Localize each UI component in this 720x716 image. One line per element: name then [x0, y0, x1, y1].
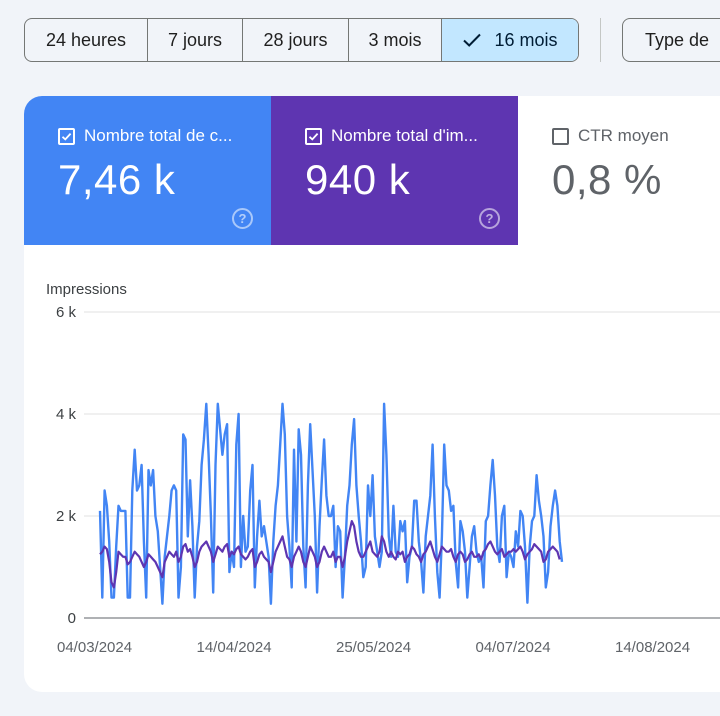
range-24h-button[interactable]: 24 heures	[25, 19, 148, 61]
x-tick-label: 04/07/2024	[476, 639, 551, 656]
checkbox-unchecked-icon[interactable]	[552, 127, 569, 145]
range-16m-button[interactable]: 16 mois	[442, 19, 578, 61]
y-tick-label: 0	[68, 610, 76, 627]
date-range-selector: 24 heures 7 jours 28 jours 3 mois 16 moi…	[24, 18, 579, 62]
x-axis-ticks: 04/03/2024 14/04/2024 25/05/2024 04/07/2024…	[57, 639, 690, 656]
help-icon[interactable]: ?	[232, 208, 253, 229]
metric-average-ctr[interactable]: CTR moyen 0,8 %	[518, 96, 720, 245]
x-tick-label: 14/08/2024	[615, 639, 690, 656]
metric-value: 940 k	[305, 156, 411, 203]
y-tick-label: 4 k	[56, 406, 77, 423]
clicks-series-line	[98, 402, 564, 605]
search-type-button[interactable]: Type de	[622, 18, 720, 62]
performance-chart: Impressions 0 2 k 4 k 6 k 04/03/2024 14/04/2…	[46, 281, 720, 656]
toolbar-divider	[600, 18, 601, 62]
x-tick-label: 04/03/2024	[57, 639, 132, 656]
metric-total-clicks[interactable]: Nombre total de c... 7,46 k ?	[24, 96, 271, 245]
y-tick-label: 6 k	[56, 304, 77, 321]
metric-value: 0,8 %	[552, 156, 662, 203]
chart-series	[98, 402, 564, 605]
x-tick-label: 25/05/2024	[336, 639, 411, 656]
checkbox-checked-icon[interactable]	[305, 127, 322, 145]
metric-label: Nombre total de c...	[84, 126, 233, 145]
metric-label: Nombre total d'im...	[331, 126, 478, 145]
metric-value: 7,46 k	[58, 156, 176, 203]
check-icon	[463, 33, 482, 47]
range-28d-button[interactable]: 28 jours	[243, 19, 349, 61]
x-tick-label: 14/04/2024	[197, 639, 272, 656]
metric-total-impressions[interactable]: Nombre total d'im... 940 k ?	[271, 96, 518, 245]
metric-label: CTR moyen	[578, 126, 669, 145]
range-3m-button[interactable]: 3 mois	[349, 19, 442, 61]
range-7d-button[interactable]: 7 jours	[148, 19, 243, 61]
help-icon[interactable]: ?	[479, 208, 500, 229]
checkbox-checked-icon[interactable]	[58, 127, 75, 145]
y-tick-label: 2 k	[56, 508, 77, 525]
impressions-series-line	[99, 520, 561, 589]
y-axis-title: Impressions	[46, 281, 127, 298]
chart-grid	[84, 311, 720, 619]
performance-card: Nombre total de c... 7,46 k ? Nombre tot…	[24, 96, 720, 692]
y-axis-ticks: 0 2 k 4 k 6 k	[56, 304, 77, 627]
